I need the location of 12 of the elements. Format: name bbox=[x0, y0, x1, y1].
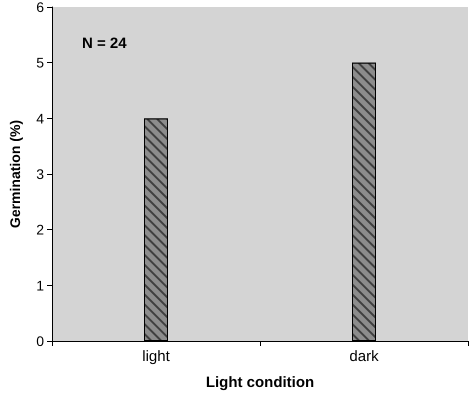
y-axis-title: Germination (%) bbox=[7, 120, 23, 228]
y-tick-label: 3 bbox=[36, 166, 44, 182]
y-tick-label: 0 bbox=[36, 333, 44, 349]
y-tick-label: 6 bbox=[36, 0, 44, 15]
x-tick-label: dark bbox=[349, 348, 380, 365]
annotation: N = 24 bbox=[82, 35, 128, 52]
y-tick-label: 2 bbox=[36, 222, 44, 238]
x-tick-label: light bbox=[142, 348, 171, 365]
y-tick-label: 5 bbox=[36, 54, 44, 71]
y-tick-label: 1 bbox=[36, 277, 44, 294]
x-axis-title: Light condition bbox=[206, 374, 314, 391]
y-tick-label: 4 bbox=[36, 110, 44, 126]
